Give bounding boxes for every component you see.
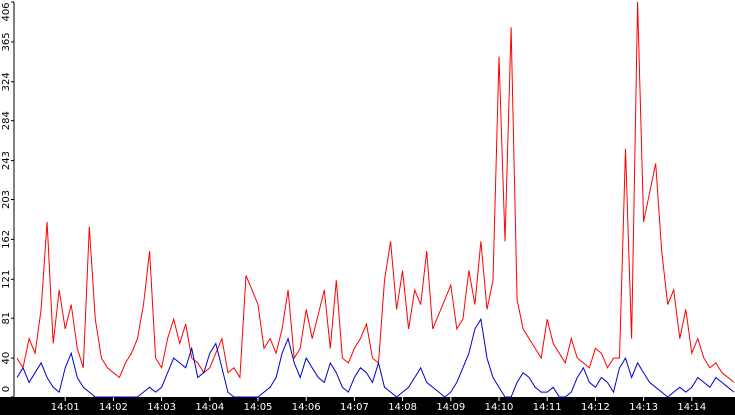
y-tick-label: 324 — [1, 72, 12, 91]
y-tick-label: 406 — [1, 2, 12, 21]
x-tick-label: 14:03 — [147, 402, 176, 413]
x-tick-label: 14:13 — [629, 402, 658, 413]
x-tick-label: 14:08 — [388, 402, 417, 413]
y-tick-label: 121 — [1, 270, 12, 289]
x-tick-label: 14:06 — [292, 402, 321, 413]
y-tick-label: 162 — [1, 230, 12, 249]
y-tick-label: 284 — [1, 111, 12, 130]
x-tick-label: 14:04 — [195, 402, 224, 413]
y-tick-label: 0 — [1, 386, 12, 392]
x-tick-label: 14:12 — [581, 402, 610, 413]
series-line — [16, 1, 735, 383]
y-tick-label: 40 — [1, 352, 12, 365]
y-tick-label: 203 — [1, 190, 12, 209]
x-tick-label: 14:07 — [340, 402, 369, 413]
x-axis-band — [0, 397, 735, 415]
x-tick-label: 14:09 — [436, 402, 465, 413]
y-tick-label: 81 — [1, 312, 12, 325]
series-line — [16, 317, 735, 398]
x-tick-label: 14:01 — [51, 402, 80, 413]
x-tick-label: 14:14 — [677, 402, 706, 413]
x-tick-label: 14:05 — [244, 402, 273, 413]
y-tick-label: 365 — [1, 32, 12, 51]
x-tick-label: 14:10 — [485, 402, 514, 413]
x-tick-label: 14:02 — [99, 402, 128, 413]
x-tick-label: 14:11 — [533, 402, 562, 413]
y-tick-label: 243 — [1, 151, 12, 170]
